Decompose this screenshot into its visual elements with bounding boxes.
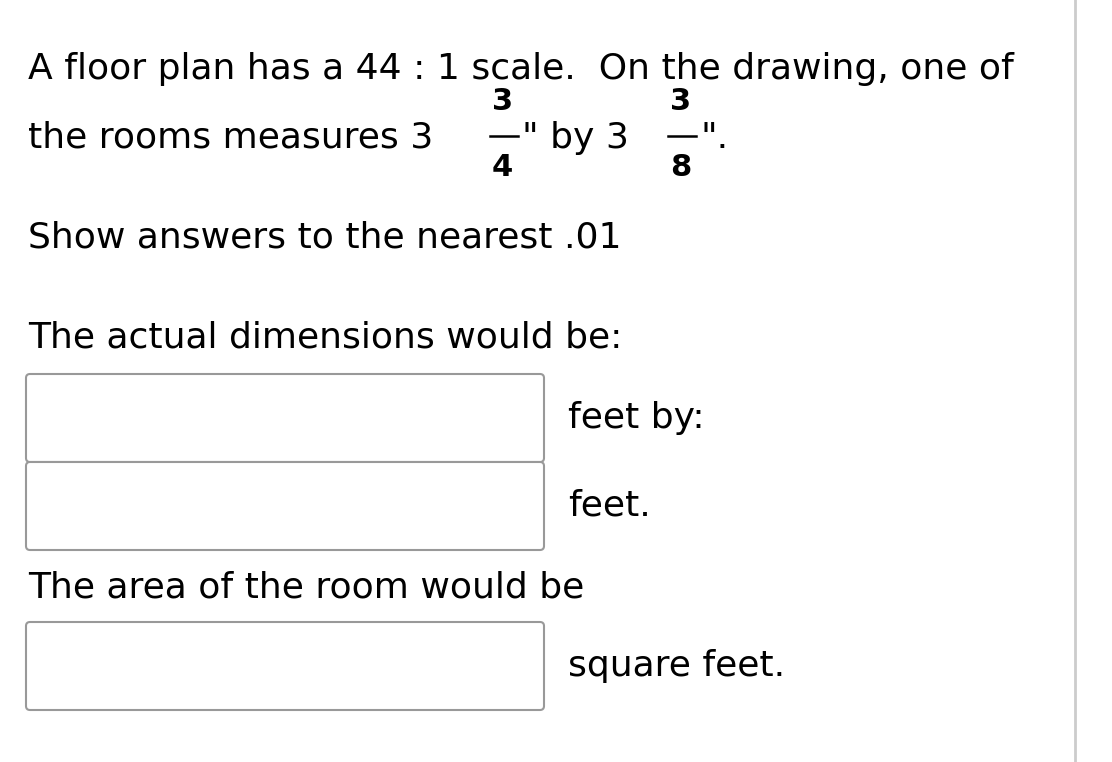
FancyBboxPatch shape (26, 374, 544, 462)
Text: feet by:: feet by: (568, 401, 705, 435)
FancyBboxPatch shape (26, 462, 544, 550)
Text: A floor plan has a 44 : 1 scale.  On the drawing, one of: A floor plan has a 44 : 1 scale. On the … (28, 52, 1014, 86)
Text: The area of the room would be: The area of the room would be (28, 570, 584, 604)
Text: 8: 8 (671, 153, 692, 182)
Text: ".: ". (699, 121, 728, 155)
Text: " by 3: " by 3 (522, 121, 629, 155)
Text: square feet.: square feet. (568, 649, 785, 683)
FancyBboxPatch shape (26, 622, 544, 710)
Text: The actual dimensions would be:: The actual dimensions would be: (28, 320, 623, 354)
Text: 3: 3 (671, 87, 692, 116)
Text: 3: 3 (492, 87, 513, 116)
Text: Show answers to the nearest .01: Show answers to the nearest .01 (28, 220, 622, 254)
Text: feet.: feet. (568, 489, 651, 523)
Text: the rooms measures 3: the rooms measures 3 (28, 121, 434, 155)
Text: 4: 4 (492, 153, 514, 182)
